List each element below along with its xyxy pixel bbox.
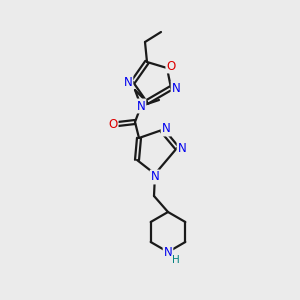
Text: N: N — [136, 100, 146, 112]
Text: N: N — [151, 170, 159, 184]
Text: O: O — [108, 118, 118, 130]
Text: N: N — [164, 247, 172, 260]
Text: N: N — [178, 142, 186, 154]
Text: N: N — [162, 122, 170, 136]
Text: N: N — [172, 82, 180, 94]
Text: N: N — [124, 76, 132, 88]
Text: O: O — [167, 59, 176, 73]
Text: H: H — [172, 255, 180, 265]
